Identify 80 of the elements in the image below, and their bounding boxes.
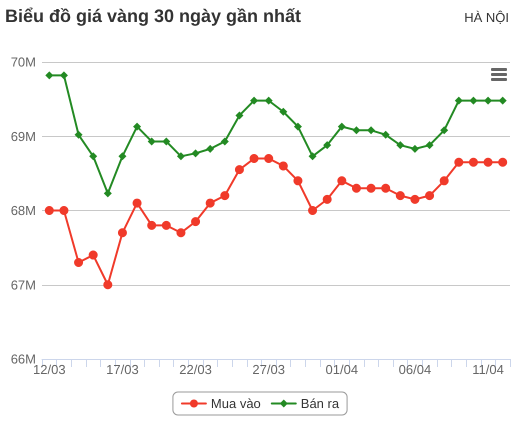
point [366,184,376,193]
point [220,191,230,200]
point [162,137,170,146]
y-tick-label: 66M [10,352,36,366]
point [381,184,390,193]
point [220,137,229,146]
x-tick-label: 01/04 [326,362,358,377]
point [234,165,244,174]
point [484,158,493,167]
point [44,206,54,215]
point [206,144,214,153]
point [382,130,390,139]
point [104,189,112,198]
point [426,141,434,150]
point [59,206,68,215]
point [191,217,200,226]
x-tick-label: 06/04 [398,362,432,377]
legend-label: Bán ra [300,396,340,411]
x-tick-label: 12/03 [33,362,66,377]
point [367,126,376,134]
point [308,206,318,215]
point [74,258,84,267]
point [235,111,244,120]
point [484,96,492,105]
y-tick-label: 68M [10,203,36,218]
point [60,71,68,80]
point [468,158,478,167]
point [133,122,142,131]
point [250,154,259,164]
point [250,96,258,105]
point [293,176,302,186]
point [498,158,508,167]
point [338,122,346,131]
point [148,137,156,146]
point [469,96,478,105]
point [294,122,302,131]
point [206,198,215,208]
point [162,220,171,230]
chart-subtitle: HÀ NỘI [464,10,510,25]
point [323,141,332,150]
point [192,149,200,158]
point [74,130,83,139]
point [89,152,98,160]
x-tick-label: 27/03 [252,362,285,377]
point [410,194,420,204]
point [322,194,332,204]
point [264,154,274,164]
point [103,280,112,290]
point [308,152,317,160]
x-tick-label: 22/03 [179,362,212,377]
y-tick-label: 70M [10,54,36,70]
x-tick-label: 17/03 [106,362,139,377]
point [396,191,405,200]
point [118,228,127,238]
point [279,108,288,116]
x-tick-label: 11/04 [472,362,504,377]
point [147,220,156,230]
point [264,96,273,105]
point [88,250,98,260]
point [425,191,434,200]
point [440,126,448,134]
point [396,141,404,150]
legend-label: Mua vào [210,396,261,411]
point [410,144,419,153]
point [118,152,126,160]
chart-title: Biểu đồ giá vàng 30 ngày gần nhất [5,6,302,26]
point [132,198,142,208]
point [498,96,507,105]
point [454,96,463,105]
point [352,184,361,193]
point [176,152,185,160]
point [45,71,54,80]
point [337,176,346,186]
point [440,176,449,186]
point [176,228,186,238]
y-tick-label: 69M [10,128,36,144]
point [454,158,464,167]
point [352,126,360,134]
y-tick-label: 67M [10,277,36,292]
point [278,161,288,170]
